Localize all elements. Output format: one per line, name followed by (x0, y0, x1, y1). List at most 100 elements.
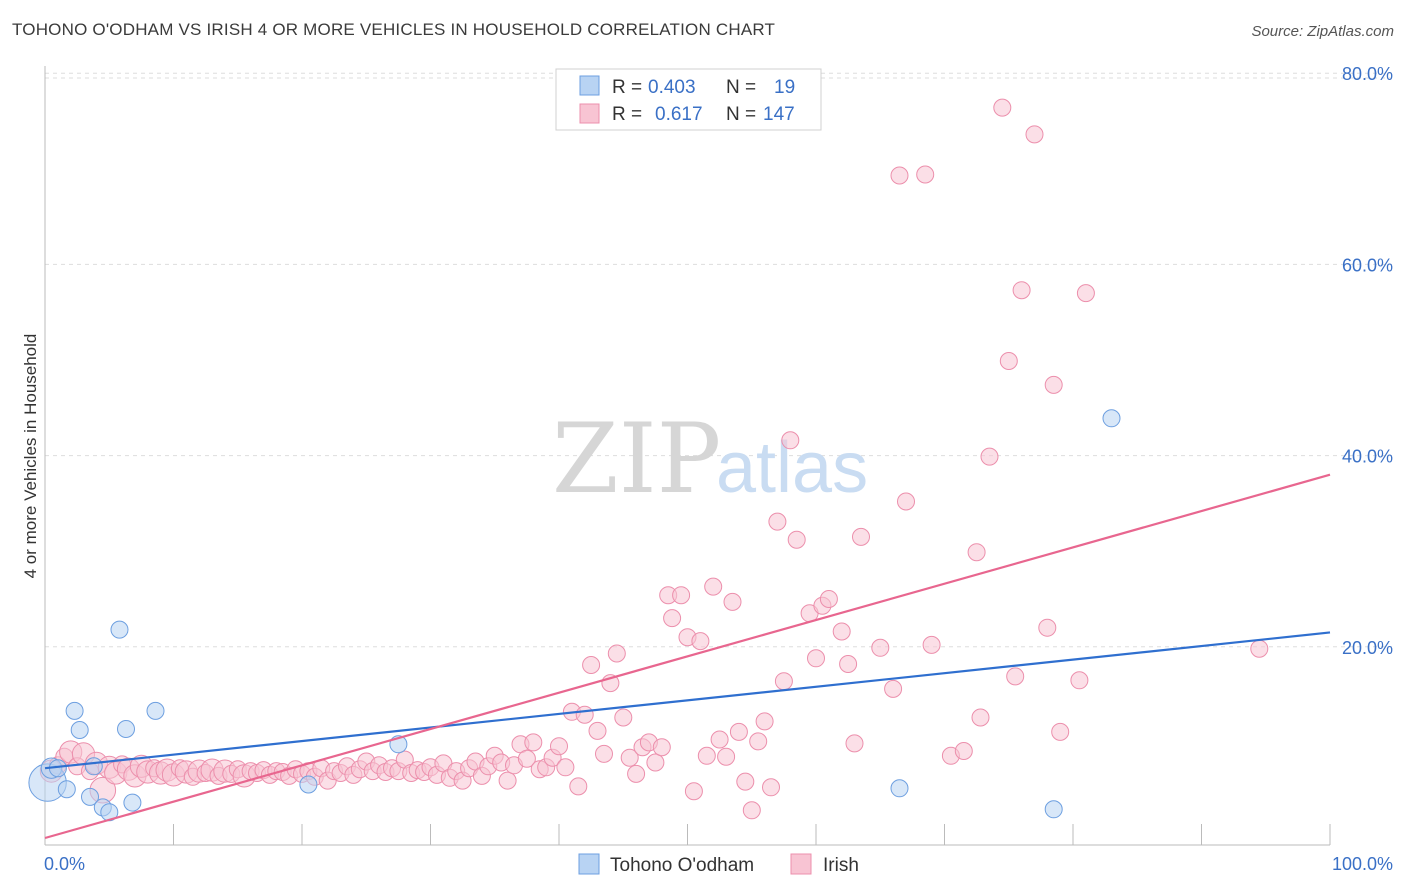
legend-n-label-irish: N = (726, 104, 756, 125)
irish-point-85 (588, 721, 607, 740)
irish-point-91 (627, 764, 646, 783)
tohono-point-16 (890, 779, 909, 798)
y-tick-label-1: 40.0% (1342, 447, 1393, 467)
irish-point-121 (832, 622, 851, 641)
tohono-point-6 (81, 787, 99, 806)
irish-point-146 (1250, 639, 1269, 658)
irish-point-141 (1038, 618, 1057, 637)
irish-point-104 (710, 730, 729, 749)
irish-point-109 (742, 801, 761, 820)
tohono-point-5 (70, 721, 89, 739)
irish-point-80 (556, 758, 575, 777)
irish-point-133 (967, 543, 986, 562)
irish-point-143 (1051, 722, 1070, 741)
bottom-legend-swatch-irish (790, 853, 812, 875)
irish-point-126 (884, 679, 903, 698)
irish-point-84 (582, 656, 601, 674)
irish-point-118 (807, 649, 825, 668)
irish-point-74 (517, 749, 536, 768)
irish-point-75 (524, 733, 543, 752)
irish-point-82 (569, 777, 588, 796)
irish-point-145 (1076, 284, 1095, 303)
irish-point-89 (614, 708, 633, 727)
tohono-point-11 (117, 720, 135, 738)
irish-point-101 (691, 632, 710, 651)
irish-point-86 (595, 744, 613, 763)
irish-point-107 (729, 722, 748, 741)
irish-point-105 (717, 747, 736, 766)
bottom-legend-label-tohono: Tohono O'odham (610, 855, 754, 876)
irish-point-71 (498, 771, 517, 790)
tohono-point-12 (123, 793, 142, 812)
irish-point-120 (819, 590, 838, 608)
x-tick-label-0: 0.0% (44, 854, 85, 874)
watermark-zip: ZIP (552, 403, 721, 515)
irish-point-98 (672, 586, 691, 605)
irish-point-102 (697, 746, 716, 765)
legend-r-value-irish: 0.617 (655, 104, 703, 125)
irish-point-79 (550, 737, 568, 756)
irish-point-136 (993, 98, 1012, 117)
irish-point-88 (607, 644, 626, 663)
watermark: ZIP atlas (552, 403, 868, 515)
irish-point-129 (916, 165, 935, 184)
irish-point-142 (1044, 375, 1063, 394)
irish-point-125 (871, 638, 890, 657)
bottom-legend-swatch-tohono (578, 853, 600, 875)
irish-point-140 (1025, 125, 1044, 144)
irish-point-123 (845, 734, 864, 753)
axes (44, 66, 1331, 846)
irish-point-111 (755, 712, 774, 731)
bottom-legend: Tohono O'odham Irish (578, 853, 859, 876)
irish-point-138 (1006, 667, 1025, 686)
legend-box: R = 0.403 N = 19 R = 0.617 N = 147 (555, 68, 822, 131)
tohono-point-10 (110, 620, 129, 639)
irish-point-124 (852, 527, 870, 546)
irish-point-94 (646, 753, 665, 772)
y-tick-label-0: 20.0% (1342, 638, 1393, 658)
y-tick-labels: 20.0% 40.0% 60.0% 80.0% (1342, 64, 1393, 658)
x-tick-label-1: 100.0% (1332, 854, 1393, 874)
tohono-point-3 (57, 780, 76, 799)
y-tick-label-2: 60.0% (1342, 255, 1393, 275)
tohono-point-14 (299, 775, 318, 794)
irish-point-137 (999, 352, 1018, 370)
irish-point-113 (768, 512, 787, 531)
irish-trend-line (44, 473, 1331, 840)
irish-point-95 (652, 738, 671, 757)
y-axis-label: 4 or more Vehicles in Household (21, 334, 40, 579)
scatter-points (28, 98, 1269, 822)
tohono-point-18 (1102, 409, 1121, 428)
irish-point-130 (922, 635, 941, 654)
irish-point-90 (620, 748, 639, 767)
irish-point-122 (839, 655, 858, 673)
legend-swatch-irish (579, 103, 600, 124)
irish-point-97 (663, 609, 682, 628)
irish-point-115 (781, 431, 800, 450)
grid-lines (45, 72, 1392, 648)
tohono-point-13 (146, 701, 165, 720)
legend-r-label-irish: R = (612, 104, 642, 125)
legend-n-value-irish: 147 (763, 104, 795, 125)
chart-source: Source: ZipAtlas.com (1251, 23, 1394, 40)
irish-point-114 (774, 672, 793, 691)
irish-point-132 (954, 742, 973, 760)
irish-point-127 (890, 166, 909, 185)
irish-point-106 (723, 592, 742, 611)
tohono-point-7 (84, 757, 103, 776)
chart-title: TOHONO O'ODHAM VS IRISH 4 OR MORE VEHICL… (12, 20, 776, 39)
tohono-point-17 (1044, 800, 1063, 819)
trend-lines (44, 473, 1331, 840)
legend-n-value-tohono: 19 (774, 77, 795, 98)
irish-point-144 (1070, 671, 1089, 690)
irish-point-108 (736, 772, 755, 791)
y-tick-label-3: 80.0% (1342, 64, 1393, 84)
tohono-trend-line (44, 631, 1331, 770)
irish-point-134 (971, 708, 990, 727)
irish-point-135 (980, 447, 999, 466)
irish-point-139 (1012, 281, 1031, 300)
irish-point-112 (762, 778, 780, 797)
irish-point-110 (749, 732, 768, 751)
irish-point-83 (575, 705, 594, 724)
legend-swatch-tohono (579, 75, 600, 96)
